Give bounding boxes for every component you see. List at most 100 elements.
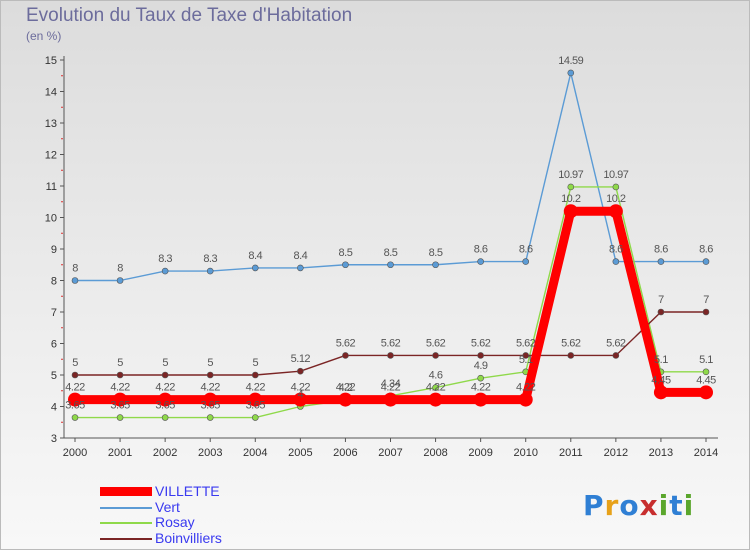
data-point [297, 264, 304, 272]
data-point [567, 69, 575, 77]
x-tick-label: 2014 [694, 447, 718, 459]
data-point [116, 277, 124, 284]
data-point [113, 392, 128, 407]
data-label: 4.22 [155, 382, 175, 394]
data-label: 10.2 [561, 193, 581, 205]
x-tick-label: 2012 [604, 447, 628, 459]
data-point [657, 258, 665, 265]
data-label: 14.59 [558, 55, 583, 67]
data-label: 4.22 [336, 382, 356, 394]
logo-letter: r [604, 489, 620, 522]
logo-letter: i [658, 489, 670, 522]
data-label: 4.22 [201, 382, 221, 394]
data-point [612, 258, 620, 265]
data-label: 3.65 [155, 400, 175, 412]
chart-subtitle: (en %) [26, 29, 62, 43]
data-point [428, 392, 443, 407]
y-tick-label: 6 [51, 339, 57, 351]
data-label: 8 [117, 263, 123, 275]
x-tick-label: 2010 [513, 447, 537, 459]
y-tick-label: 8 [51, 276, 57, 288]
x-tick-label: 2013 [649, 447, 673, 459]
legend-label: Rosay [155, 514, 195, 530]
data-label: 5.62 [516, 337, 536, 349]
data-point [518, 392, 533, 407]
data-point [203, 392, 218, 407]
data-point [702, 258, 710, 265]
data-label: 5 [117, 357, 123, 369]
data-label: 5.62 [471, 337, 491, 349]
x-tick-label: 2000 [63, 447, 87, 459]
data-point [699, 385, 713, 400]
x-tick-label: 2009 [468, 447, 492, 459]
data-point [71, 371, 79, 379]
data-label: 3.65 [65, 400, 85, 412]
y-tick-label: 4 [51, 402, 57, 414]
data-point [116, 414, 124, 421]
x-tick-label: 2005 [288, 447, 312, 459]
logo-letter: o [619, 489, 640, 522]
data-point [432, 352, 439, 359]
data-label: 5 [72, 357, 78, 369]
data-label: 10.2 [606, 193, 626, 205]
data-label: 8.5 [384, 247, 398, 259]
data-point [653, 385, 668, 400]
data-label: 8.3 [158, 253, 172, 265]
data-label: 4.45 [696, 374, 716, 386]
data-label: 4.34 [381, 378, 401, 390]
data-point [293, 392, 308, 407]
data-label: 3.65 [110, 400, 130, 412]
logo-letter: P [583, 489, 605, 522]
data-point [387, 352, 394, 359]
data-label: 5 [162, 357, 168, 369]
data-point [248, 392, 263, 407]
data-label: 5.1 [699, 354, 713, 366]
data-point [71, 414, 79, 421]
data-point [657, 308, 665, 316]
data-point [206, 267, 214, 275]
data-point [608, 204, 623, 219]
data-label: 5.62 [561, 337, 581, 349]
data-label: 8.3 [203, 253, 217, 265]
data-point [387, 261, 394, 269]
data-point [297, 367, 304, 375]
data-label: 5.1 [654, 354, 668, 366]
data-label: 4.22 [110, 382, 130, 394]
data-point [702, 308, 710, 316]
data-label: 7 [703, 294, 709, 306]
y-tick-label: 11 [46, 181, 57, 193]
data-point [161, 267, 169, 275]
data-label: 5.62 [336, 337, 356, 349]
x-tick-label: 2004 [243, 447, 267, 459]
data-label: 7 [658, 294, 664, 306]
data-point [342, 352, 349, 359]
data-point [68, 392, 82, 407]
y-tick-label: 15 [45, 55, 57, 67]
proxiti-logo: Proxiti [583, 489, 694, 522]
data-point [251, 371, 259, 379]
data-point [158, 392, 173, 407]
data-label: 5.62 [426, 337, 446, 349]
x-tick-label: 2006 [333, 447, 357, 459]
y-tick-label: 3 [51, 433, 57, 445]
x-tick-label: 2003 [198, 447, 222, 459]
data-label: 8.6 [474, 244, 488, 256]
legend-swatch [100, 522, 152, 524]
data-label: 8.4 [293, 250, 307, 262]
x-tick-label: 2007 [378, 447, 402, 459]
data-label: 10.97 [558, 169, 583, 181]
y-tick-label: 14 [45, 87, 57, 99]
data-point [612, 183, 620, 191]
legend-swatch [100, 487, 152, 496]
data-label: 4.6 [429, 370, 443, 382]
y-tick-label: 12 [45, 150, 57, 162]
data-label: 5.12 [291, 353, 311, 365]
logo-letter: t [669, 489, 684, 522]
data-point [702, 368, 710, 376]
data-label: 4.2 [339, 382, 353, 394]
data-label: 4.22 [381, 382, 401, 394]
data-point [116, 371, 124, 379]
data-label: 4.45 [651, 374, 671, 386]
